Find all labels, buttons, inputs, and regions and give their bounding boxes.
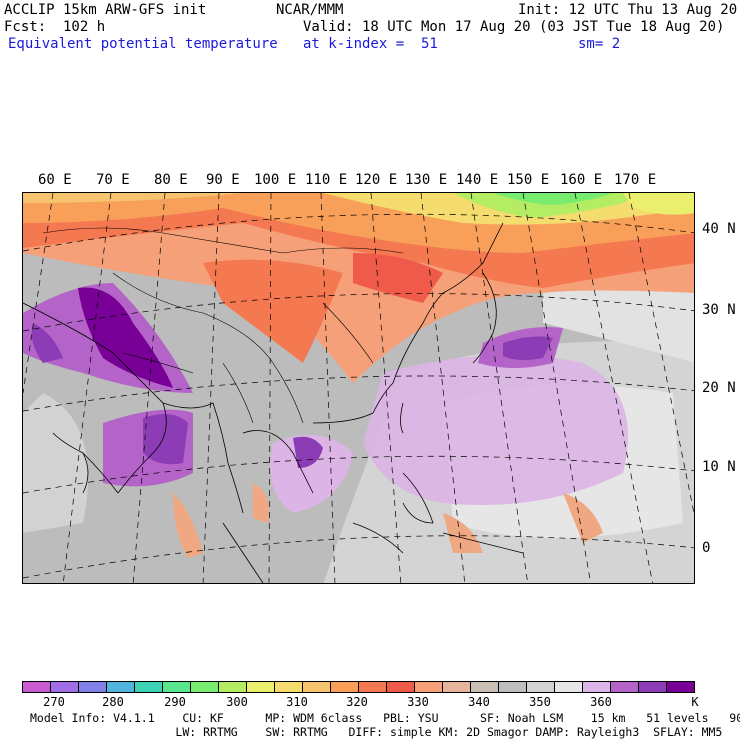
model-info-line2: LW: RRTMG SW: RRTMG DIFF: simple KM: 2D … — [30, 725, 723, 739]
colorbar-tick: 270 — [43, 695, 65, 709]
lon-label: 100 E — [254, 172, 297, 188]
valid-time: Valid: 18 UTC Mon 17 Aug 20 (03 JST Tue … — [303, 19, 725, 35]
lon-label: 130 E — [405, 172, 448, 188]
lon-label: 90 E — [206, 172, 240, 188]
smoothing-label: sm= 2 — [578, 36, 621, 52]
lon-label: 70 E — [96, 172, 130, 188]
colorbar-swatch — [247, 682, 275, 692]
colorbar-swatch — [219, 682, 247, 692]
colorbar-swatch — [191, 682, 219, 692]
colorbar-tick: 300 — [226, 695, 248, 709]
colorbar-swatch — [107, 682, 135, 692]
colorbar-tick: 310 — [286, 695, 308, 709]
colorbar-swatch — [527, 682, 555, 692]
colorbar-swatch — [79, 682, 107, 692]
colorbar-swatch — [23, 682, 51, 692]
colorbar — [22, 681, 695, 693]
model-title: ACCLIP 15km ARW-GFS init — [4, 2, 207, 18]
theta-e-field-map — [23, 193, 694, 583]
forecast-hour: Fcst: 102 h — [4, 19, 106, 35]
colorbar-swatch — [611, 682, 639, 692]
lon-label: 170 E — [614, 172, 657, 188]
colorbar-swatch — [443, 682, 471, 692]
colorbar-swatch — [331, 682, 359, 692]
init-time: Init: 12 UTC Thu 13 Aug 20 — [518, 2, 738, 18]
colorbar-swatch — [499, 682, 527, 692]
lat-label: 30 N — [702, 302, 736, 318]
center-name: NCAR/MMM — [276, 2, 344, 18]
colorbar-tick: 340 — [468, 695, 490, 709]
lat-label: 10 N — [702, 459, 736, 475]
colorbar-tick: 290 — [164, 695, 186, 709]
lon-label: 150 E — [507, 172, 550, 188]
lon-label: 120 E — [355, 172, 398, 188]
colorbar-swatch — [359, 682, 387, 692]
colorbar-swatch — [387, 682, 415, 692]
colorbar-swatch — [163, 682, 191, 692]
colorbar-swatch — [471, 682, 499, 692]
colorbar-swatch — [415, 682, 443, 692]
colorbar-swatch — [639, 682, 667, 692]
colorbar-swatch — [303, 682, 331, 692]
lat-label: 20 N — [702, 380, 736, 396]
map-panel — [22, 192, 695, 584]
colorbar-swatch — [51, 682, 79, 692]
model-info-line1: Model Info: V4.1.1 CU: KF MP: WDM 6class… — [30, 711, 740, 725]
lat-label: 0 — [702, 540, 711, 556]
colorbar-swatch — [555, 682, 583, 692]
field-name: Equivalent potential temperature — [8, 36, 278, 52]
colorbar-tick: 350 — [529, 695, 551, 709]
lon-label: 60 E — [38, 172, 72, 188]
level-label: at k-index = 51 — [303, 36, 438, 52]
colorbar-swatch — [667, 682, 694, 692]
colorbar-tick: 320 — [346, 695, 368, 709]
colorbar-swatch — [135, 682, 163, 692]
colorbar-tick: 360 — [590, 695, 612, 709]
colorbar-unit: K — [691, 695, 699, 709]
lon-label: 80 E — [154, 172, 188, 188]
lon-label: 110 E — [305, 172, 348, 188]
lon-label: 160 E — [560, 172, 603, 188]
colorbar-swatch — [275, 682, 303, 692]
lat-label: 40 N — [702, 221, 736, 237]
lon-label: 140 E — [456, 172, 499, 188]
colorbar-tick: 280 — [102, 695, 124, 709]
colorbar-tick: 330 — [407, 695, 429, 709]
colorbar-swatch — [583, 682, 611, 692]
